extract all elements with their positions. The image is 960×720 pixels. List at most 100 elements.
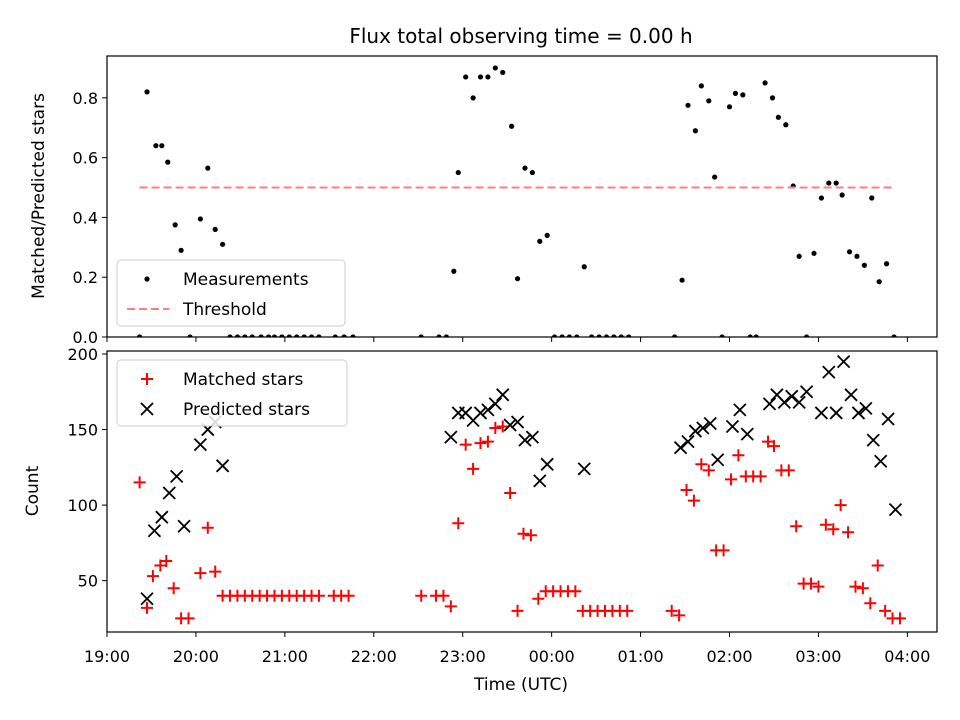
matched-stars-point: [467, 462, 480, 475]
measurement-point: [271, 334, 278, 337]
predicted-stars-point: [762, 397, 777, 411]
matched-stars-point: [415, 589, 428, 602]
measurement-point: [485, 74, 491, 80]
predicted-stars-point: [488, 397, 502, 411]
predicted-stars-point: [518, 433, 532, 447]
matched-stars-point: [621, 604, 634, 617]
measurement-point: [884, 261, 890, 267]
measurement-point: [596, 334, 602, 337]
y-tick-label: 0.0: [73, 328, 98, 347]
predicted-stars-point: [503, 418, 517, 432]
matched-stars-point: [496, 420, 509, 433]
measurement-point: [775, 114, 782, 120]
matched-stars-point: [342, 589, 355, 602]
measurement-point: [811, 250, 817, 256]
predicted-stars-point: [777, 395, 791, 410]
matched-stars-point: [201, 521, 214, 534]
measurement-point: [861, 262, 867, 268]
predicted-stars-point: [785, 389, 799, 403]
predicted-stars-point: [688, 424, 703, 438]
predicted-stars-point: [836, 354, 851, 369]
x-tick-label: 19:00: [84, 647, 130, 666]
x-tick-label: 01:00: [618, 647, 664, 666]
matched-stars-point: [724, 473, 737, 486]
measurement-point: [451, 268, 457, 274]
matched-stars-point: [864, 597, 877, 610]
matched-stars-point: [444, 600, 457, 613]
measurement-point: [153, 143, 159, 149]
predicted-stars-point: [673, 441, 688, 455]
measurement-point: [672, 334, 678, 337]
top-panel: 0.0 0.2 0.4 0.6 0.8 Measurements Threshold: [73, 55, 938, 347]
measurement-point: [279, 334, 285, 337]
x-tick-label: 22:00: [351, 647, 397, 666]
measurement-point: [769, 95, 776, 101]
measurement-point: [753, 334, 759, 337]
legend-label: Matched stars: [183, 370, 303, 390]
predicted-stars-point: [444, 430, 458, 444]
measurement-point: [706, 98, 712, 104]
measurement-point: [418, 334, 424, 337]
matched-stars-point: [459, 438, 472, 451]
measurement-point: [566, 334, 573, 337]
bottom-panel: 50 100 150 200 19:00 20:00 21:00 22:00 23:00 00:0…: [67, 345, 938, 666]
predicted-stars-point: [859, 401, 873, 416]
predicted-stars-point: [540, 457, 554, 471]
legend-predicted-swatch: [140, 402, 154, 416]
matched-stars-point: [819, 518, 832, 531]
measurement-point: [509, 123, 515, 129]
measurement-point: [589, 334, 595, 337]
matched-stars-point: [665, 604, 678, 617]
matched-stars-point: [767, 440, 780, 453]
measurement-point: [537, 238, 543, 244]
y-tick-label: 0.6: [73, 149, 98, 168]
predicted-stars-point: [799, 385, 814, 399]
x-tick-label: 03:00: [795, 647, 841, 666]
matched-stars-point: [504, 487, 517, 500]
predicted-stars-point: [888, 502, 903, 517]
plot-area: [133, 354, 906, 625]
x-axis-label: Time (UTC): [473, 675, 568, 695]
measurement-point: [833, 180, 839, 186]
predicted-stars-point: [696, 421, 710, 435]
matched-stars-point: [805, 577, 818, 590]
measurement-point: [308, 334, 315, 337]
measurement-point: [249, 334, 255, 337]
legend-label: Threshold: [182, 300, 267, 320]
y-tick-label: 0.2: [73, 268, 98, 287]
measurement-point: [876, 279, 882, 285]
predicted-stars-point: [851, 406, 866, 420]
predicted-stars-point: [725, 419, 740, 434]
predicted-stars-point: [162, 486, 176, 500]
y-tick-label: 150: [67, 421, 98, 440]
x-tick-label: 00:00: [529, 647, 575, 666]
predicted-stars-point: [193, 438, 208, 452]
measurement-point: [187, 334, 193, 337]
matched-stars-point: [687, 494, 700, 507]
measurement-point: [332, 334, 338, 337]
matched-stars-point: [673, 609, 686, 622]
legend-label: Predicted stars: [183, 400, 310, 420]
matched-stars-point: [474, 437, 487, 450]
x-tick-label: 20:00: [173, 647, 219, 666]
matched-stars-point: [194, 567, 207, 580]
measurement-point: [341, 334, 347, 337]
matched-stars-point: [754, 470, 767, 483]
measurement-point: [719, 334, 725, 337]
matched-stars-point: [517, 527, 530, 540]
matched-stars-point: [702, 464, 715, 477]
x-tick-label: 21:00: [262, 647, 308, 666]
measurement-point: [242, 334, 248, 337]
measurement-point: [294, 334, 300, 337]
y-tick-label: 100: [67, 496, 98, 515]
measurement-point: [137, 334, 143, 337]
measurement-point: [826, 180, 832, 186]
measurement-point: [258, 334, 264, 337]
measurement-point: [165, 159, 171, 165]
predicted-stars-point: [844, 388, 858, 402]
matched-stars-point: [209, 565, 222, 578]
measurement-point: [846, 249, 853, 255]
x-tick-label: 23:00: [440, 647, 486, 666]
matched-stars-point: [141, 601, 154, 614]
measurement-point: [618, 334, 624, 337]
